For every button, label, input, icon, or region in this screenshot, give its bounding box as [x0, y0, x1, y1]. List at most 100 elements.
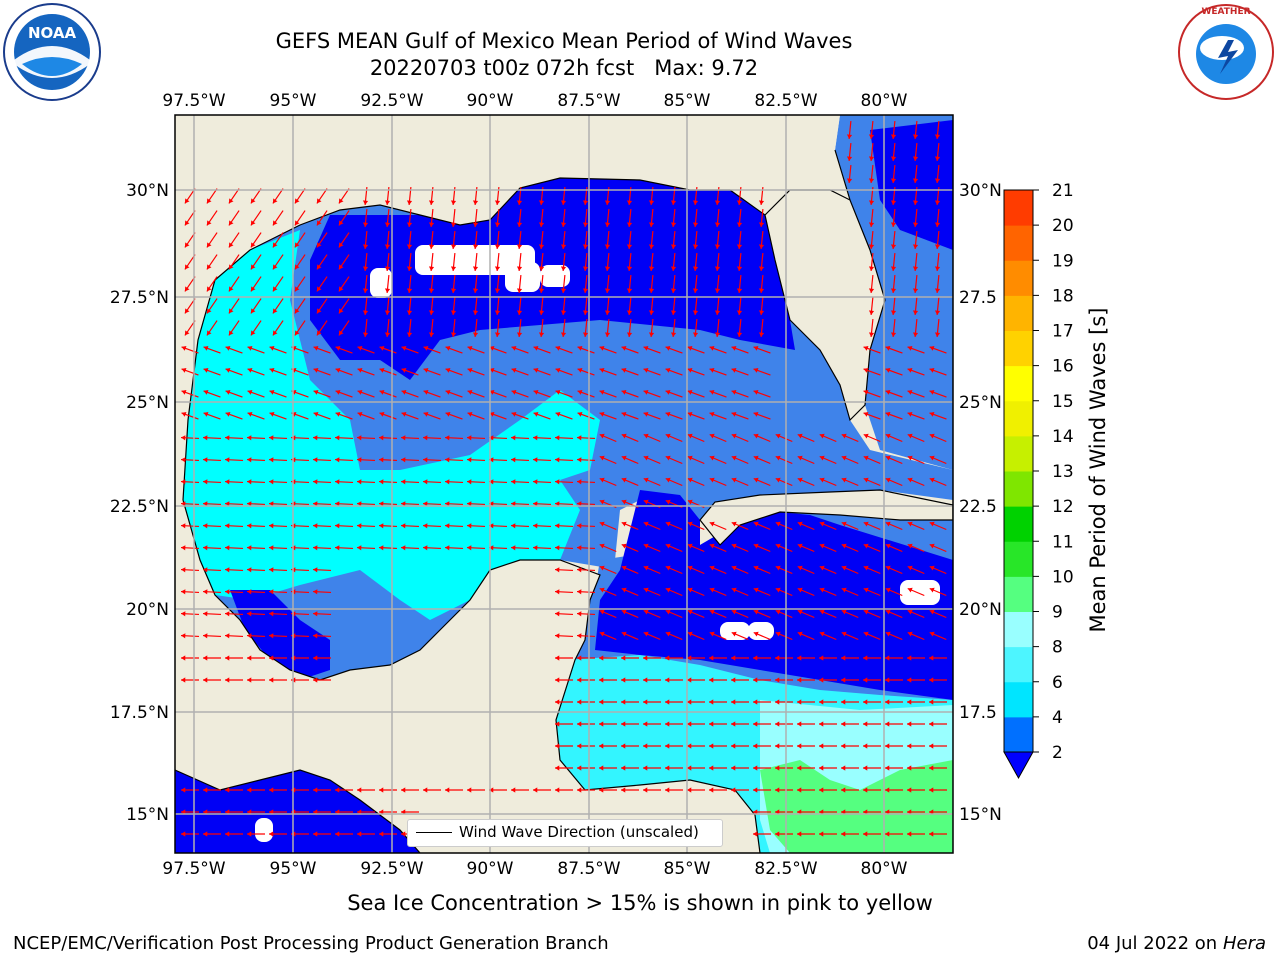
wind-arrow-head	[401, 389, 407, 395]
wind-arrow-head	[450, 288, 457, 293]
wind-arrow-head	[313, 411, 319, 417]
wind-arrow-head	[709, 609, 715, 615]
wind-arrow-head	[890, 244, 897, 249]
wind-arrow-head	[384, 310, 391, 315]
wind-arrow-head	[665, 433, 671, 439]
colorbar-segment	[1004, 260, 1033, 296]
wind-arrow-head	[577, 699, 582, 705]
wind-arrow-head	[621, 699, 626, 705]
wind-arrow-head	[775, 721, 780, 727]
wind-arrow-head	[379, 435, 384, 441]
wind-arrow-head	[890, 134, 897, 139]
wind-arrows	[180, 120, 947, 837]
wind-arrow-head	[511, 501, 516, 507]
wind-arrow-head	[907, 655, 912, 661]
wind-arrow-head	[445, 389, 451, 395]
wind-arrow-head	[357, 523, 362, 529]
wind-arrow-head	[511, 457, 516, 463]
wind-arrow-head	[335, 523, 340, 529]
wind-arrow-head	[247, 435, 252, 441]
wind-arrow-head	[775, 609, 781, 615]
wind-arrow-head	[533, 787, 538, 793]
wind-arrow-head	[934, 222, 941, 227]
wind-arrow-head	[665, 345, 671, 351]
wind-arrow-head	[907, 389, 913, 395]
wind-arrow-head	[863, 587, 869, 593]
wind-arrow-head	[709, 787, 714, 793]
wind-arrow-head	[665, 655, 670, 661]
wind-arrow-head	[338, 198, 344, 204]
wind-arrow-head	[736, 332, 743, 337]
wind-arrow-head	[533, 367, 539, 373]
wind-arrow-head	[228, 220, 234, 226]
wind-arrow-head	[181, 367, 187, 373]
wind-arrow-head	[687, 345, 693, 351]
colorbar-segment	[1004, 681, 1033, 718]
wind-arrow-head	[401, 831, 406, 837]
wind-arrow-head	[929, 389, 935, 395]
wind-arrow-head	[670, 244, 677, 249]
wind-arrow-head	[445, 501, 450, 507]
wind-arrow-head	[184, 308, 190, 314]
wind-arrow-head	[516, 200, 523, 205]
wind-arrow-head	[753, 743, 758, 749]
wind-arrow-head	[665, 521, 671, 527]
wind-arrow-head	[203, 389, 209, 395]
wind-arrow-head	[272, 242, 278, 248]
wind-arrow-head	[934, 288, 941, 293]
wind-arrow-head	[516, 310, 523, 315]
wind-arrow-head	[225, 611, 230, 617]
wind-arrow-head	[555, 457, 560, 463]
wind-arrow-head	[758, 332, 765, 337]
wind-arrow-head	[621, 677, 626, 683]
wind-arrow-head	[753, 477, 759, 483]
wind-arrow-head	[599, 655, 604, 661]
wind-arrow-head	[560, 266, 567, 271]
wind-arrow-head	[868, 178, 875, 183]
lon-label-bottom: 95°W	[270, 859, 317, 879]
wind-arrow-head	[934, 266, 941, 271]
wind-arrow-head	[225, 831, 230, 837]
wind-arrow-head	[206, 330, 212, 336]
wind-arrow-head	[643, 587, 649, 593]
wind-arrow-head	[577, 677, 582, 683]
wind-arrow-head	[736, 244, 743, 249]
wind-arrow-head	[511, 523, 516, 529]
colorbar-tick-label: 13	[1052, 462, 1074, 482]
wind-arrow-head	[467, 787, 472, 793]
wind-arrow-head	[665, 787, 670, 793]
wind-arrow-head	[379, 479, 384, 485]
wind-arrow-head	[731, 411, 737, 417]
wind-arrow-head	[819, 477, 825, 483]
wind-arrow-head	[841, 677, 846, 683]
wind-arrow-head	[184, 242, 190, 248]
wind-arrow-head	[621, 743, 626, 749]
wind-arrow-head	[533, 523, 538, 529]
wind-arrow-head	[687, 787, 692, 793]
wind-arrow-head	[247, 367, 253, 373]
wind-arrow-head	[577, 523, 582, 529]
wind-arrow-head	[379, 787, 384, 793]
wind-arrow-head	[819, 699, 824, 705]
wind-arrow-head	[247, 501, 252, 507]
lon-label-top: 82.5°W	[754, 91, 817, 111]
wind-arrow-head	[670, 332, 677, 337]
wind-arrow-head	[709, 367, 715, 373]
noaa-logo: NOAA	[2, 2, 102, 102]
wind-arrow-head	[423, 545, 428, 551]
wind-arrow-head	[687, 389, 693, 395]
wind-arrow-head	[225, 457, 230, 463]
wind-arrow-head	[228, 264, 234, 270]
wind-arrow-head	[753, 631, 759, 637]
wind-arrow-head	[577, 411, 583, 417]
wind-arrow-head	[181, 611, 186, 617]
colorbar-tick-label: 12	[1052, 497, 1074, 517]
wind-arrow-head	[357, 389, 363, 395]
wind-arrow-head	[687, 367, 693, 373]
no-data-patch	[748, 622, 774, 640]
wind-arrow-head	[599, 543, 605, 549]
wind-arrow-head	[560, 310, 567, 315]
wind-arrow-head	[797, 787, 802, 793]
wind-arrow-head	[313, 389, 319, 395]
wind-arrow-head	[428, 222, 435, 227]
